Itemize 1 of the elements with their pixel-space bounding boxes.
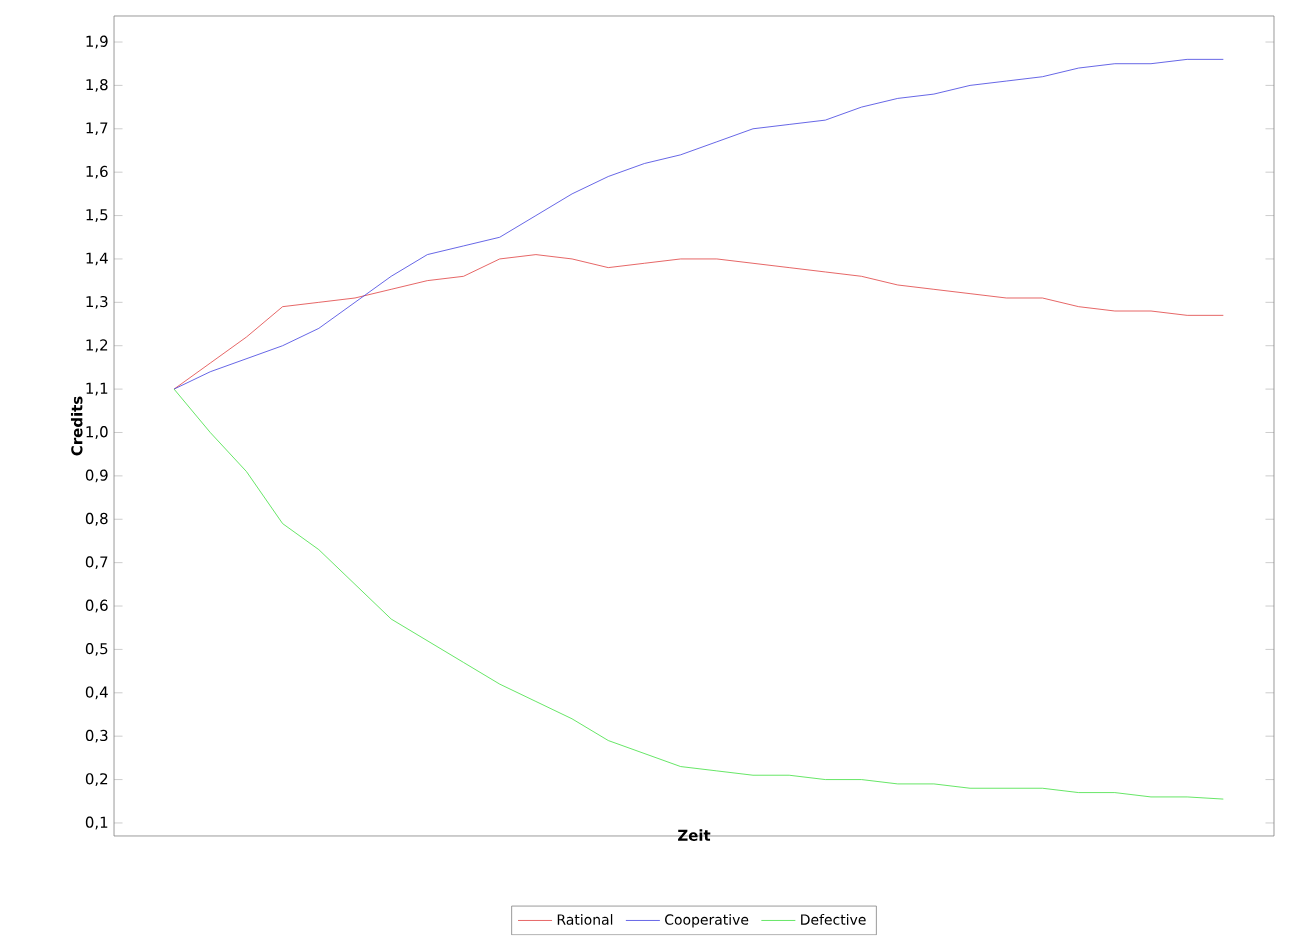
line-series xyxy=(173,254,1224,390)
